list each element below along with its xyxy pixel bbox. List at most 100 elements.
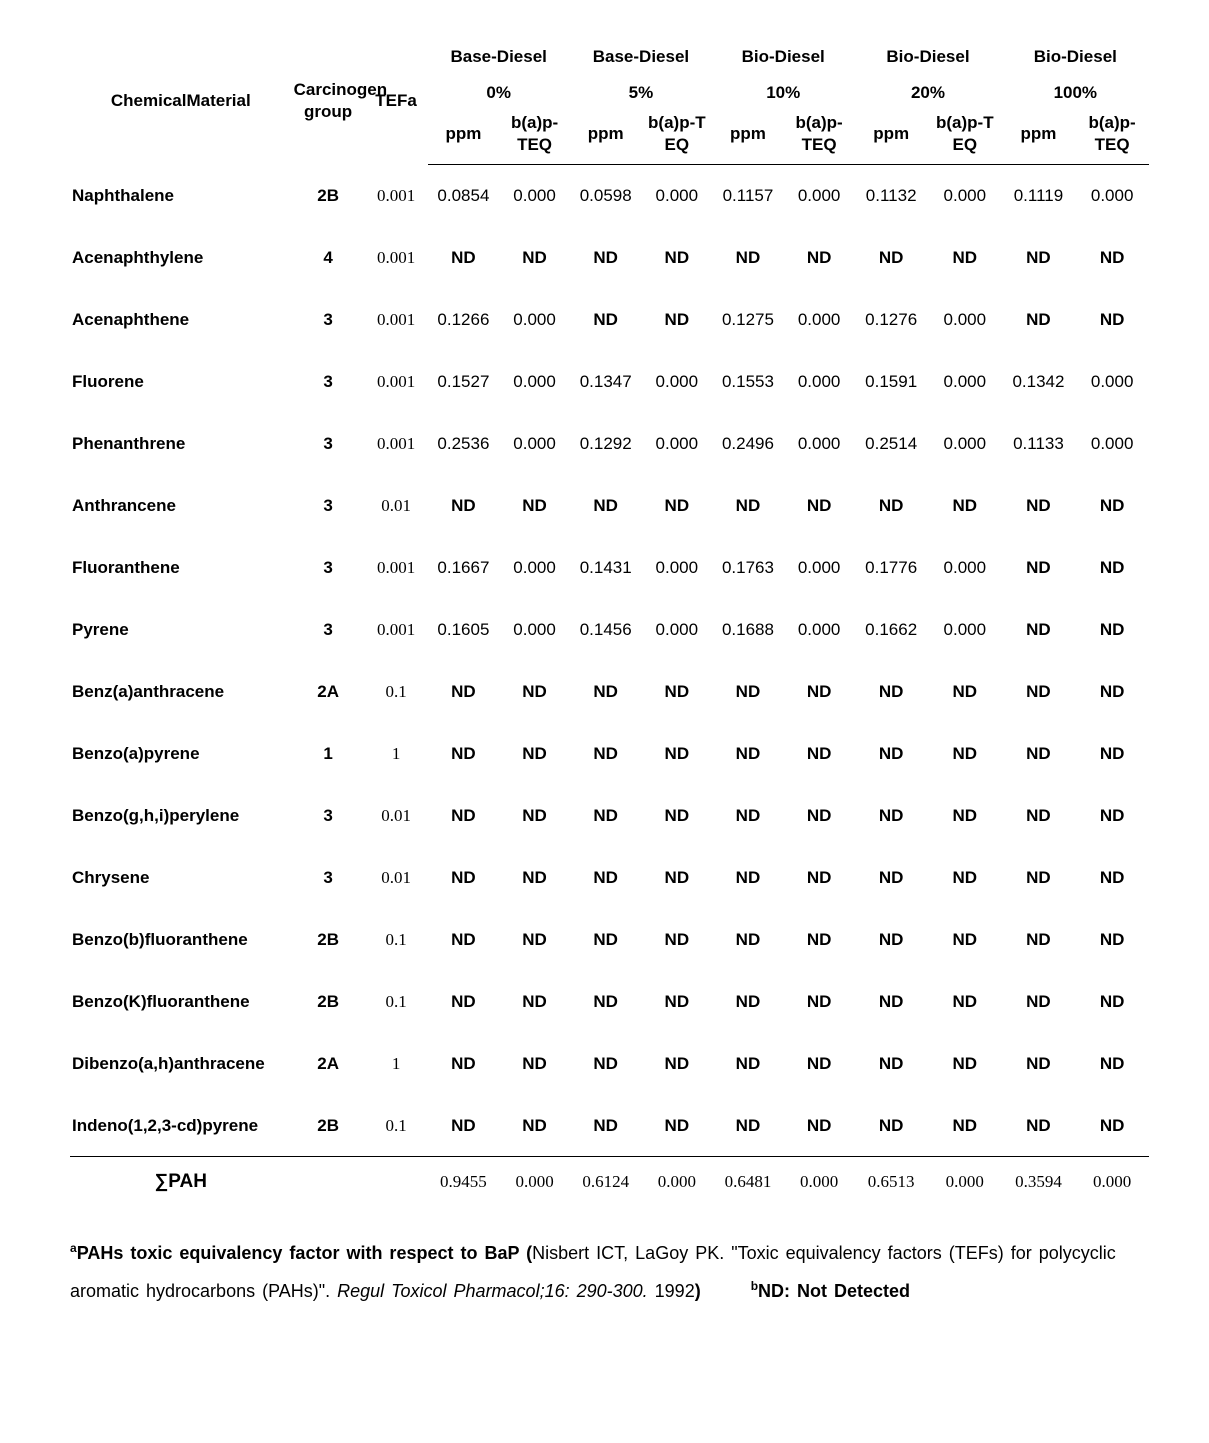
cell-value: 0.1275 xyxy=(712,289,784,351)
cell-tef: 0.001 xyxy=(365,413,428,475)
col-ppm-0: ppm xyxy=(428,112,500,165)
footnote-a-italic: Regul Toxicol Pharmacol;16: 290-300. xyxy=(337,1281,648,1301)
col-teq-3: b(a)p-T EQ xyxy=(928,112,1002,165)
cell-group: 3 xyxy=(292,413,365,475)
cell-tef: 0.01 xyxy=(365,785,428,847)
col-grp-3-top: Bio-Diesel xyxy=(854,40,1001,76)
col-grp-4-top: Bio-Diesel xyxy=(1002,40,1149,76)
sum-value: 0.000 xyxy=(1075,1157,1149,1207)
cell-value: ND xyxy=(1075,1095,1149,1157)
cell-value: ND xyxy=(642,847,713,909)
table-row: Benzo(K)fluoranthene2B0.1NDNDNDNDNDNDNDN… xyxy=(70,971,1149,1033)
col-ppm-1: ppm xyxy=(570,112,642,165)
cell-value: 0.1266 xyxy=(428,289,500,351)
col-teq-2: b(a)p-TEQ xyxy=(784,112,855,165)
sum-value: 0.3594 xyxy=(1002,1157,1076,1207)
sum-empty xyxy=(365,1157,428,1207)
cell-value: ND xyxy=(928,909,1002,971)
cell-value: ND xyxy=(428,971,500,1033)
cell-value: 0.000 xyxy=(784,289,855,351)
cell-value: ND xyxy=(642,661,713,723)
cell-value: ND xyxy=(499,661,570,723)
cell-tef: 0.001 xyxy=(365,227,428,289)
cell-value: ND xyxy=(854,475,928,537)
cell-value: 0.0854 xyxy=(428,165,500,227)
cell-value: ND xyxy=(428,661,500,723)
cell-value: ND xyxy=(928,971,1002,1033)
cell-group: 3 xyxy=(292,785,365,847)
footnote-b-sup: b xyxy=(751,1279,758,1293)
cell-value: ND xyxy=(642,1033,713,1095)
cell-value: ND xyxy=(1002,289,1076,351)
cell-value: 0.000 xyxy=(784,537,855,599)
cell-value: 0.000 xyxy=(499,537,570,599)
col-teq-4: b(a)p-TEQ xyxy=(1075,112,1149,165)
cell-value: 0.1431 xyxy=(570,537,642,599)
cell-value: ND xyxy=(570,1095,642,1157)
cell-value: 0.1119 xyxy=(1002,165,1076,227)
cell-value: 0.000 xyxy=(642,599,713,661)
cell-material: Chrysene xyxy=(70,847,292,909)
cell-value: ND xyxy=(784,475,855,537)
cell-tef: 0.001 xyxy=(365,599,428,661)
cell-value: 0.000 xyxy=(784,413,855,475)
cell-material: Benzo(b)fluoranthene xyxy=(70,909,292,971)
cell-value: ND xyxy=(854,661,928,723)
cell-material: Indeno(1,2,3-cd)pyrene xyxy=(70,1095,292,1157)
cell-value: 0.000 xyxy=(499,351,570,413)
col-teq-1: b(a)p-T EQ xyxy=(642,112,713,165)
cell-value: ND xyxy=(642,1095,713,1157)
cell-value: ND xyxy=(428,475,500,537)
cell-value: 0.000 xyxy=(499,599,570,661)
cell-value: 0.000 xyxy=(1075,351,1149,413)
cell-value: ND xyxy=(1002,599,1076,661)
cell-tef: 0.1 xyxy=(365,909,428,971)
col-grp-2-sub: 10% xyxy=(712,76,854,112)
table-row: Dibenzo(a,h)anthracene2A1NDNDNDNDNDNDNDN… xyxy=(70,1033,1149,1095)
cell-material: Dibenzo(a,h)anthracene xyxy=(70,1033,292,1095)
cell-value: ND xyxy=(428,1095,500,1157)
cell-value: ND xyxy=(570,661,642,723)
cell-value: ND xyxy=(1075,661,1149,723)
cell-value: 0.1292 xyxy=(570,413,642,475)
cell-value: ND xyxy=(928,661,1002,723)
sum-value: 0.000 xyxy=(499,1157,570,1207)
sum-value: 0.9455 xyxy=(428,1157,500,1207)
sum-value: 0.000 xyxy=(784,1157,855,1207)
table-row: Naphthalene2B0.0010.08540.0000.05980.000… xyxy=(70,165,1149,227)
cell-value: ND xyxy=(499,227,570,289)
cell-value: 0.1132 xyxy=(854,165,928,227)
cell-value: ND xyxy=(784,971,855,1033)
cell-value: ND xyxy=(1075,909,1149,971)
cell-value: ND xyxy=(1075,289,1149,351)
cell-value: 0.1157 xyxy=(712,165,784,227)
cell-material: Naphthalene xyxy=(70,165,292,227)
cell-value: 0.1776 xyxy=(854,537,928,599)
cell-tef: 0.001 xyxy=(365,351,428,413)
cell-value: 0.1527 xyxy=(428,351,500,413)
cell-value: 0.000 xyxy=(784,351,855,413)
cell-value: ND xyxy=(499,475,570,537)
cell-value: ND xyxy=(570,289,642,351)
cell-value: ND xyxy=(642,289,713,351)
cell-value: ND xyxy=(928,1033,1002,1095)
cell-value: 0.1591 xyxy=(854,351,928,413)
cell-group: 2B xyxy=(292,165,365,227)
cell-group: 2A xyxy=(292,661,365,723)
cell-tef: 0.1 xyxy=(365,661,428,723)
cell-value: ND xyxy=(570,1033,642,1095)
col-grp-1-sub: 5% xyxy=(570,76,712,112)
cell-value: 0.1276 xyxy=(854,289,928,351)
cell-material: Fluorene xyxy=(70,351,292,413)
cell-group: 2B xyxy=(292,971,365,1033)
cell-value: ND xyxy=(642,785,713,847)
cell-value: ND xyxy=(712,227,784,289)
cell-material: Benzo(K)fluoranthene xyxy=(70,971,292,1033)
cell-value: ND xyxy=(928,475,1002,537)
cell-value: 0.000 xyxy=(499,165,570,227)
cell-value: ND xyxy=(570,785,642,847)
cell-material: Acenaphthene xyxy=(70,289,292,351)
table-row: Anthrancene30.01NDNDNDNDNDNDNDNDNDND xyxy=(70,475,1149,537)
cell-group: 2A xyxy=(292,1033,365,1095)
cell-value: ND xyxy=(1002,537,1076,599)
